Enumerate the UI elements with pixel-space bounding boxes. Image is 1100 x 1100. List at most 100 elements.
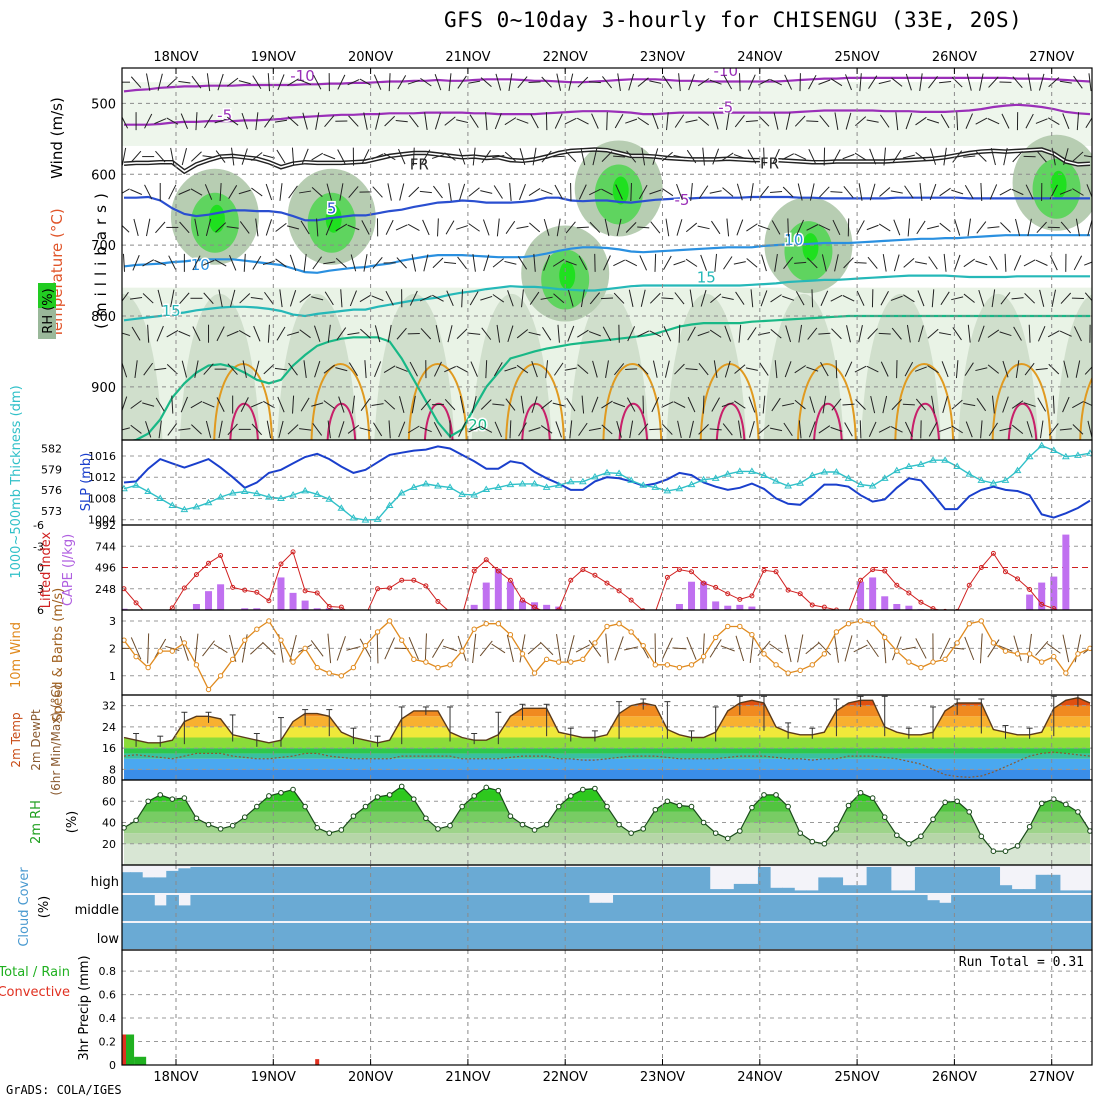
wind-barb	[385, 290, 394, 306]
wind-barb	[734, 115, 745, 128]
ylabel-rh-unit: (%)	[65, 811, 80, 834]
wind-barb	[265, 183, 273, 201]
cloud-cover-bar	[540, 867, 554, 893]
cloud-cover-bar	[794, 890, 807, 893]
wind-barb	[854, 152, 867, 161]
isotherm-label: 15	[697, 269, 716, 287]
wind-barb	[750, 289, 754, 308]
wind-barb	[303, 360, 307, 379]
wind-barb	[964, 636, 975, 661]
wind-barb	[735, 291, 745, 305]
wind-barb	[845, 112, 852, 130]
cloud-cover-bar	[122, 923, 131, 949]
wind-barb	[939, 426, 952, 433]
lifted-index-point	[604, 580, 610, 586]
wind-barb	[787, 218, 789, 237]
wind-barb	[383, 153, 396, 161]
wind-barb	[989, 184, 998, 200]
cloud-cover-bar	[431, 895, 445, 921]
wind-barb	[843, 186, 854, 198]
cloud-cover-bar	[1035, 923, 1049, 949]
wind-barb	[130, 189, 143, 195]
wind-barb	[371, 403, 384, 407]
wind-barb	[577, 76, 589, 88]
cape-tick-label: 248	[95, 583, 116, 596]
wind-barb	[433, 185, 443, 199]
rh-point	[978, 833, 985, 840]
wind-barb	[395, 366, 408, 372]
wind-barb	[606, 112, 608, 131]
cloud-cover-bar	[166, 895, 179, 921]
wind-barb	[1084, 401, 1092, 407]
wind-barb	[878, 223, 891, 232]
wind-barb	[808, 74, 817, 90]
wind-speed-point	[676, 664, 683, 671]
wind-barb	[444, 398, 456, 411]
rh-point	[894, 832, 900, 839]
date-label-top: 19NOV	[251, 50, 296, 65]
wind-barb	[528, 427, 541, 432]
slp-series-line	[123, 445, 1091, 519]
wind-barb	[615, 184, 623, 200]
wind-barb	[480, 295, 493, 301]
wind-barb	[337, 149, 346, 164]
wind-barb	[434, 74, 442, 91]
wind-barb	[132, 255, 140, 271]
wind-speed-point	[930, 659, 936, 665]
wind-barb	[951, 399, 963, 410]
cloud-cover-bar	[480, 923, 493, 949]
wind-barb	[470, 361, 478, 377]
wind-barb	[311, 186, 323, 198]
lifted-index-point	[230, 584, 236, 590]
lifted-index-point	[411, 577, 417, 583]
thickness-point	[446, 483, 454, 490]
cloud-cover-bar	[745, 923, 759, 949]
precip-tick-label: 0.6	[99, 989, 117, 1002]
wind-barb	[299, 79, 312, 85]
isotherm-line	[124, 195, 1090, 222]
cloud-cover-bar	[939, 902, 952, 921]
thickness-point	[627, 476, 636, 483]
cloud-cover-bar	[926, 867, 940, 893]
wind-barb	[939, 187, 951, 197]
rh-saturated-core	[559, 261, 576, 290]
wind-barb	[435, 325, 441, 343]
cloud-cover-bar	[600, 902, 614, 921]
wind-barb	[556, 73, 562, 91]
lifted-index-point	[821, 604, 827, 610]
wind-barb	[168, 184, 177, 200]
cloud-cover-bar	[697, 923, 711, 949]
rh-point	[616, 821, 622, 828]
wind-barb	[892, 636, 902, 661]
rh-tick-label: 40	[102, 817, 116, 830]
cape-bar	[506, 581, 514, 610]
wind-barb	[1013, 635, 1022, 662]
wind-barb	[853, 644, 868, 653]
cloud-cover-bar	[335, 867, 348, 893]
credit-label: GrADS: COLA/IGES	[6, 1083, 122, 1097]
cloud-cover-bar	[250, 895, 264, 921]
rh-point	[567, 793, 574, 799]
cloud-cover-bar	[443, 867, 457, 893]
wind-barb	[963, 402, 976, 407]
rh-point	[785, 803, 791, 810]
ylabel-wind-speed: Speed & Barbs (m/s)	[51, 588, 66, 723]
wind-barb	[335, 223, 348, 232]
wind-barb	[1060, 221, 1071, 234]
wind-barb	[529, 222, 541, 233]
cape-bar	[893, 604, 901, 610]
wind-barb	[469, 291, 479, 306]
wind-barb	[347, 224, 360, 231]
wind-barb	[952, 327, 962, 341]
wind-barb	[496, 218, 500, 237]
lifted-index-point	[471, 568, 477, 574]
cloud-cover-bar	[830, 895, 844, 921]
wind-barb	[195, 112, 198, 131]
wind-barb	[866, 119, 879, 123]
wind-barb	[545, 360, 549, 379]
wind-speed-point	[737, 623, 743, 630]
isotherm-label: 10	[784, 231, 803, 249]
wind-barb	[446, 290, 454, 307]
thickness-point	[687, 480, 696, 488]
